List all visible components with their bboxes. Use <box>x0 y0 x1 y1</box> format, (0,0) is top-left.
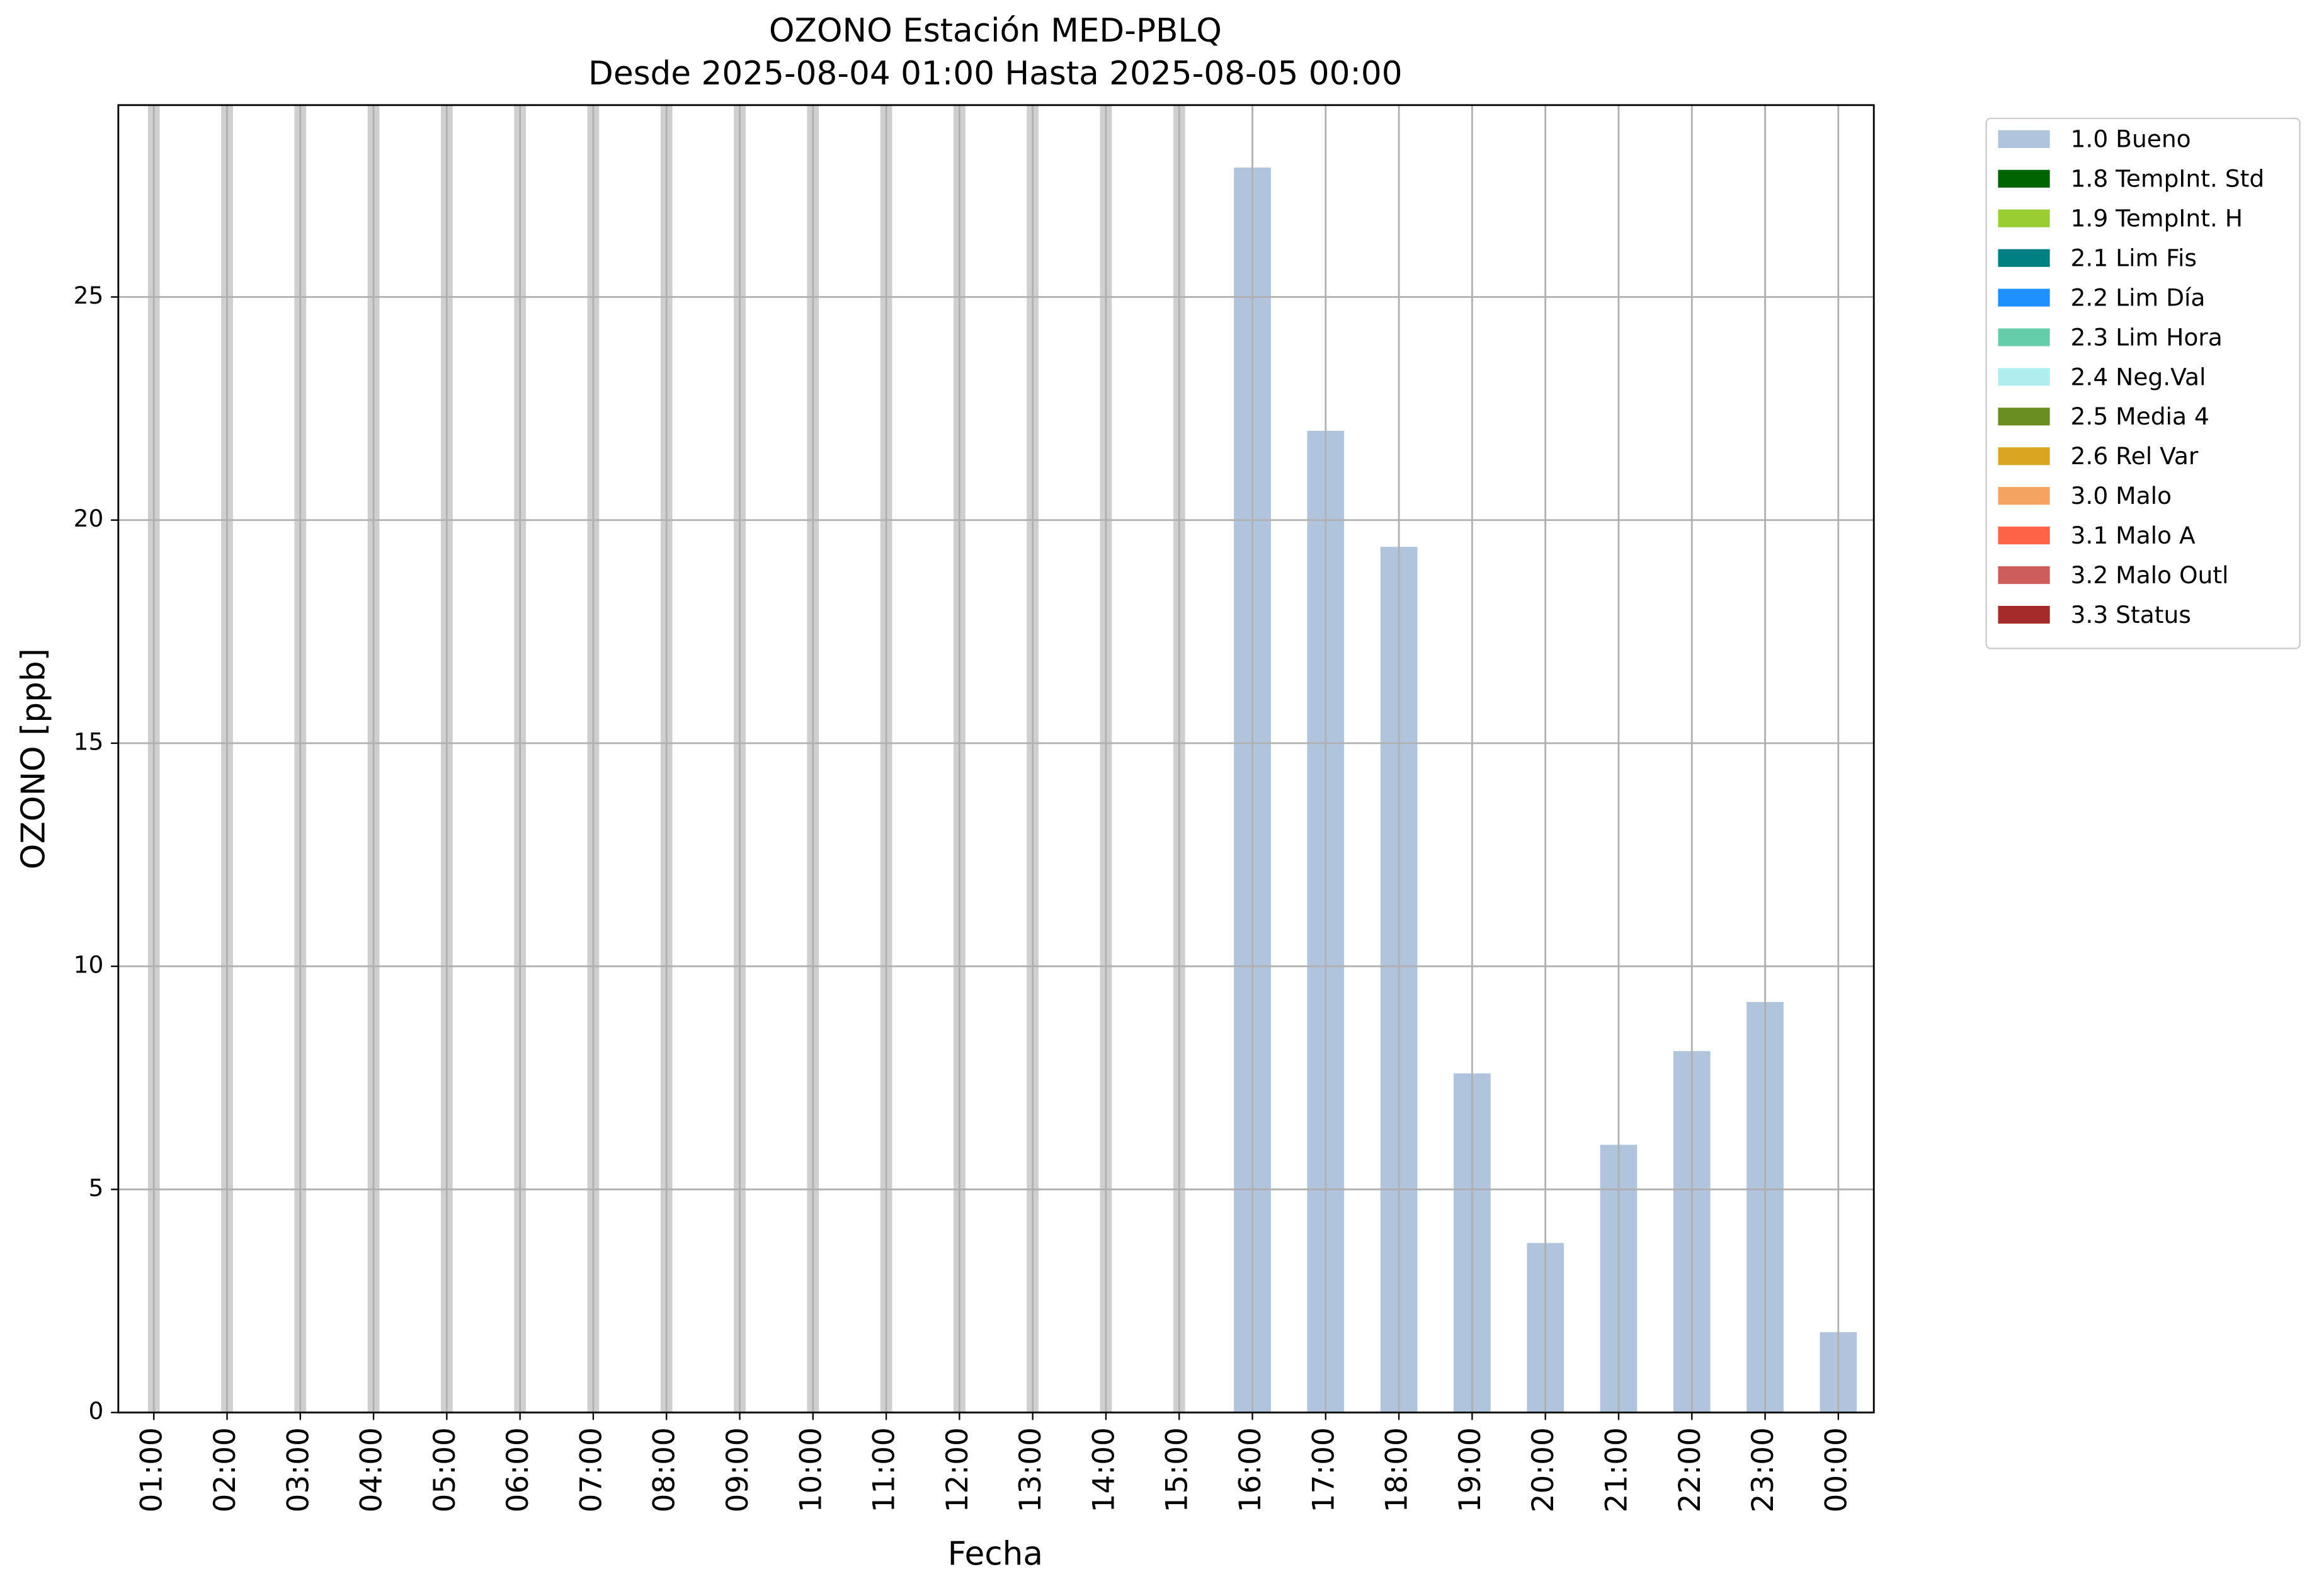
x-tick-label: 03:00 <box>281 1427 316 1512</box>
legend-box <box>1985 117 2301 649</box>
legend-swatch <box>1998 368 2050 386</box>
x-tick-label: 22:00 <box>1673 1427 1707 1512</box>
x-tick-label: 06:00 <box>501 1427 535 1512</box>
legend-swatch <box>1998 209 2050 227</box>
x-tick-label: 05:00 <box>428 1427 462 1512</box>
legend-label: 2.3 Lim Hora <box>2071 323 2223 351</box>
x-tick-label: 07:00 <box>574 1427 608 1512</box>
x-tick-label: 23:00 <box>1746 1427 1781 1512</box>
legend-swatch <box>1998 169 2050 188</box>
x-tick-label: 14:00 <box>1086 1427 1121 1512</box>
legend-swatch <box>1998 288 2050 307</box>
x-tick-label: 04:00 <box>355 1427 389 1512</box>
legend-swatch <box>1998 566 2050 584</box>
x-tick-label: 21:00 <box>1599 1427 1634 1512</box>
x-tick-label: 17:00 <box>1306 1427 1341 1512</box>
x-tick-label: 08:00 <box>647 1427 682 1512</box>
legend-swatch <box>1998 487 2050 505</box>
legend-swatch <box>1998 447 2050 465</box>
y-tick-label: 15 <box>74 727 104 755</box>
x-tick-label: 18:00 <box>1380 1427 1415 1512</box>
legend-swatch <box>1998 605 2050 624</box>
y-tick-label: 5 <box>88 1174 103 1202</box>
legend-label: 3.0 Malo <box>2071 482 2172 510</box>
legend-label: 3.1 Malo A <box>2071 522 2196 549</box>
x-tick-label: 20:00 <box>1526 1427 1561 1512</box>
legend-label: 2.1 Lim Fis <box>2071 244 2197 272</box>
legend-label: 1.9 TempInt. H <box>2071 205 2243 232</box>
legend-swatch <box>1998 527 2050 545</box>
chart-subtitle: Desde 2025-08-04 01:00 Hasta 2025-08-05 … <box>588 55 1403 93</box>
legend-label: 2.2 Lim Día <box>2071 283 2206 311</box>
legend-label: 2.5 Media 4 <box>2071 402 2209 430</box>
legend-swatch <box>1998 408 2050 426</box>
y-tick-label: 25 <box>74 282 104 309</box>
y-tick-label: 20 <box>74 504 104 532</box>
y-tick-label: 0 <box>88 1397 103 1425</box>
x-tick-label: 02:00 <box>208 1427 242 1512</box>
legend-swatch <box>1998 130 2050 148</box>
legend-swatch <box>1998 328 2050 346</box>
x-tick-label: 01:00 <box>135 1427 169 1512</box>
x-tick-label: 13:00 <box>1013 1427 1048 1512</box>
legend-label: 1.8 TempInt. Std <box>2071 165 2265 193</box>
x-tick-label: 12:00 <box>940 1427 975 1512</box>
legend-label: 3.3 Status <box>2071 601 2191 629</box>
x-tick-label: 15:00 <box>1160 1427 1195 1512</box>
x-tick-label: 16:00 <box>1233 1427 1268 1512</box>
x-tick-label: 10:00 <box>794 1427 828 1512</box>
x-tick-label: 11:00 <box>867 1427 902 1512</box>
x-tick-label: 00:00 <box>1819 1427 1854 1512</box>
legend-label: 2.6 Rel Var <box>2071 442 2199 470</box>
legend-swatch <box>1998 249 2050 267</box>
plot-frame <box>117 104 1875 1414</box>
chart-title: OZONO Estación MED-PBLQ <box>769 12 1222 50</box>
y-tick-label: 10 <box>74 951 104 979</box>
legend-label: 3.2 Malo Outl <box>2071 561 2229 589</box>
x-tick-label: 09:00 <box>721 1427 755 1512</box>
x-axis-label: Fecha <box>948 1535 1043 1573</box>
y-axis-label: OZONO [ppb] <box>14 648 52 869</box>
legend-label: 1.0 Bueno <box>2071 125 2191 153</box>
x-tick-label: 19:00 <box>1453 1427 1488 1512</box>
legend-label: 2.4 Neg.Val <box>2071 363 2206 390</box>
